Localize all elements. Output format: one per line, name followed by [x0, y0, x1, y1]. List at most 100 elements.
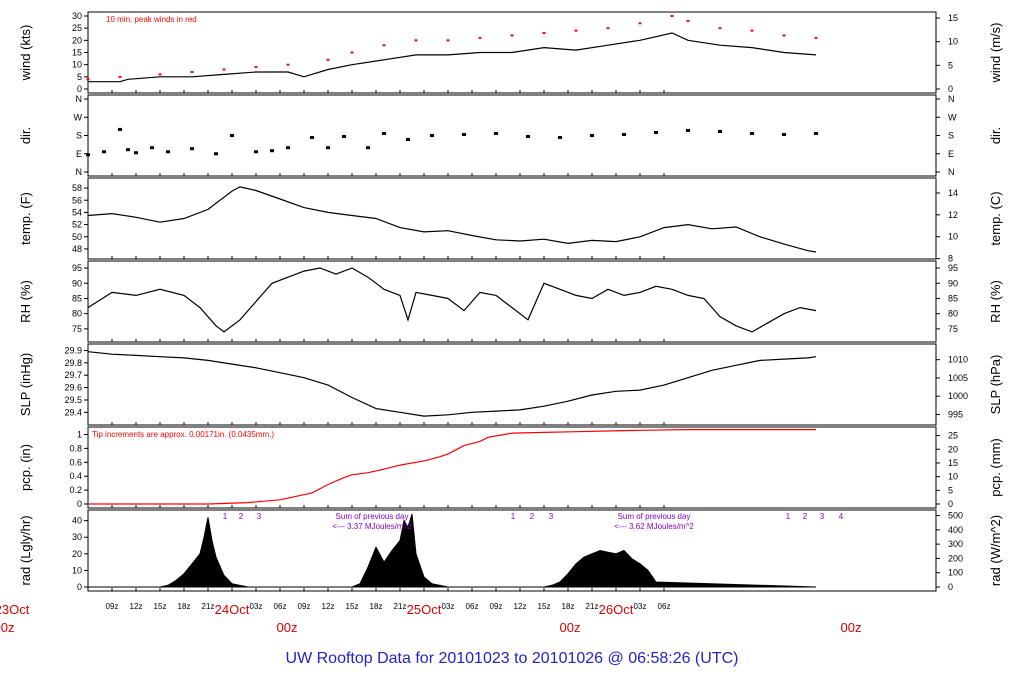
wind-peak-point [118, 75, 122, 78]
slp-frame [87, 343, 937, 426]
wind-ylabel: wind (kts) [18, 25, 33, 82]
dir-point [494, 131, 498, 135]
slp-ylabel: SLP (inHg) [18, 353, 33, 416]
rad-ytick-right-label: 300 [948, 539, 963, 549]
temp-ytick-label: 50 [72, 232, 82, 242]
rad-hour-mark: 2 [239, 512, 244, 521]
dir-ylabel-right: dir. [988, 127, 1003, 144]
temp-ytick-right-label: 12 [948, 210, 958, 220]
chart-title: UW Rooftop Data for 20101023 to 20101026… [285, 650, 739, 667]
pcp-ytick-label: 0.4 [69, 471, 82, 481]
pcp-ytick-label: 0.8 [69, 443, 82, 453]
day-hour-label: 00z [0, 620, 14, 635]
rad-frame [87, 509, 937, 592]
dir-ytick-right-label: N [948, 167, 955, 177]
temp-ylabel-right: temp. (C) [988, 191, 1003, 245]
rh-ytick-right-label: 75 [948, 324, 958, 334]
rad-hour-mark: 2 [803, 512, 808, 521]
wind-peak-point [670, 15, 674, 17]
pcp-ytick-right-label: 15 [948, 458, 958, 468]
hour-tick-label: 15z [154, 602, 167, 611]
dir-point [286, 146, 290, 150]
rad-hour-mark: 2 [530, 512, 535, 521]
rh-series-line [87, 267, 817, 333]
pcp-ytick-label: 0.6 [69, 457, 82, 467]
hour-tick-label: 03z [442, 602, 455, 611]
dir-ytick-right-label: S [948, 131, 954, 141]
wind-peak-point [326, 58, 330, 61]
wind-peak-point [86, 78, 90, 81]
hour-tick-label: 03z [634, 602, 647, 611]
dir-ytick-label: N [76, 94, 83, 104]
hour-tick-label: 15z [538, 602, 551, 611]
wind-ytick-label: 10 [72, 60, 82, 70]
temp-ytick-label: 58 [72, 183, 82, 193]
rad-area [88, 513, 817, 588]
hour-tick-label: 18z [370, 602, 383, 611]
hour-tick-label: 12z [514, 602, 527, 611]
hour-tick-label: 06z [466, 602, 479, 611]
dir-frame [87, 94, 937, 177]
rad-ytick-label: 10 [72, 565, 82, 575]
hour-tick-label: 06z [274, 602, 287, 611]
rad-hour-mark: 1 [223, 512, 228, 521]
day-label: 25Oct [407, 602, 442, 617]
wind-peak-point [814, 36, 818, 39]
pcp-frame [87, 426, 937, 509]
dir-point [118, 127, 122, 131]
rh-panel: 75 80 85 90 95 75 80 85 90 95 RH (%) RH (%) [18, 260, 1003, 343]
wind-ytick-label: 20 [72, 35, 82, 45]
day-hour-label: 00z [560, 620, 581, 635]
rad-annotation: Sum of previous day [336, 512, 409, 521]
wind-peak-point [190, 70, 194, 73]
wind-ytick-label: 0 [77, 84, 82, 94]
dir-ytick-label: E [76, 149, 82, 159]
slp-ytick-label: 29.5 [64, 395, 82, 405]
hour-tick-label: 09z [298, 602, 311, 611]
rad-ytick-label: 30 [72, 532, 82, 542]
slp-series-line [87, 351, 817, 417]
rad-ytick-right-label: 500 [948, 511, 963, 521]
dir-ytick-right-label: E [948, 149, 954, 159]
pcp-annotation: Tip increments are approx. 0.00171in. (0… [92, 430, 274, 439]
wind-peak-point [478, 36, 482, 39]
rad-ytick-label: 0 [77, 582, 82, 592]
rh-ytick-label: 75 [72, 324, 82, 334]
pcp-ytick-right-label: 25 [948, 431, 958, 441]
rh-ytick-label: 85 [72, 293, 82, 303]
dir-point [622, 132, 626, 136]
wind-ytick-label: 25 [72, 23, 82, 33]
rad-hour-mark: 3 [820, 512, 825, 521]
wind-peak-point [350, 51, 354, 54]
pcp-series-line [88, 429, 816, 505]
dir-point [326, 146, 330, 150]
wind-peak-point [574, 29, 578, 32]
wind-peak-point [638, 22, 642, 25]
wind-ytick-label: 30 [72, 11, 82, 21]
hour-tick-label: 15z [346, 602, 359, 611]
wind-peak-point [718, 27, 722, 30]
wind-peak-point [782, 34, 786, 37]
wind-ytick-right-label: 0 [948, 84, 953, 94]
temp-frame [87, 177, 937, 260]
rh-ytick-right-label: 95 [948, 263, 958, 273]
temp-ytick-label: 48 [72, 244, 82, 254]
wind-peak-point [606, 27, 610, 30]
wind-peak-point [686, 19, 690, 22]
hour-tick-label: 21z [586, 602, 599, 611]
dir-point [214, 152, 218, 156]
dir-point [166, 150, 170, 154]
hour-tick-label: 03z [250, 602, 263, 611]
dir-point [382, 131, 386, 135]
temp-ytick-label: 56 [72, 195, 82, 205]
rad-annotation: <--- 3.37 MJoules/m^2 [332, 522, 412, 531]
wind-peak-point [414, 39, 418, 42]
pcp-ytick-label: 0 [77, 499, 82, 509]
rh-frame [87, 260, 937, 343]
slp-panel: 29.4 29.5 29.6 29.7 29.8 29.9 995 1000 1005 1010 S… [18, 343, 1003, 426]
slp-ytick-right-label: 1005 [948, 373, 968, 383]
dir-point [310, 136, 314, 140]
dir-ytick-label: N [76, 167, 83, 177]
rh-ylabel-right: RH (%) [988, 280, 1003, 323]
